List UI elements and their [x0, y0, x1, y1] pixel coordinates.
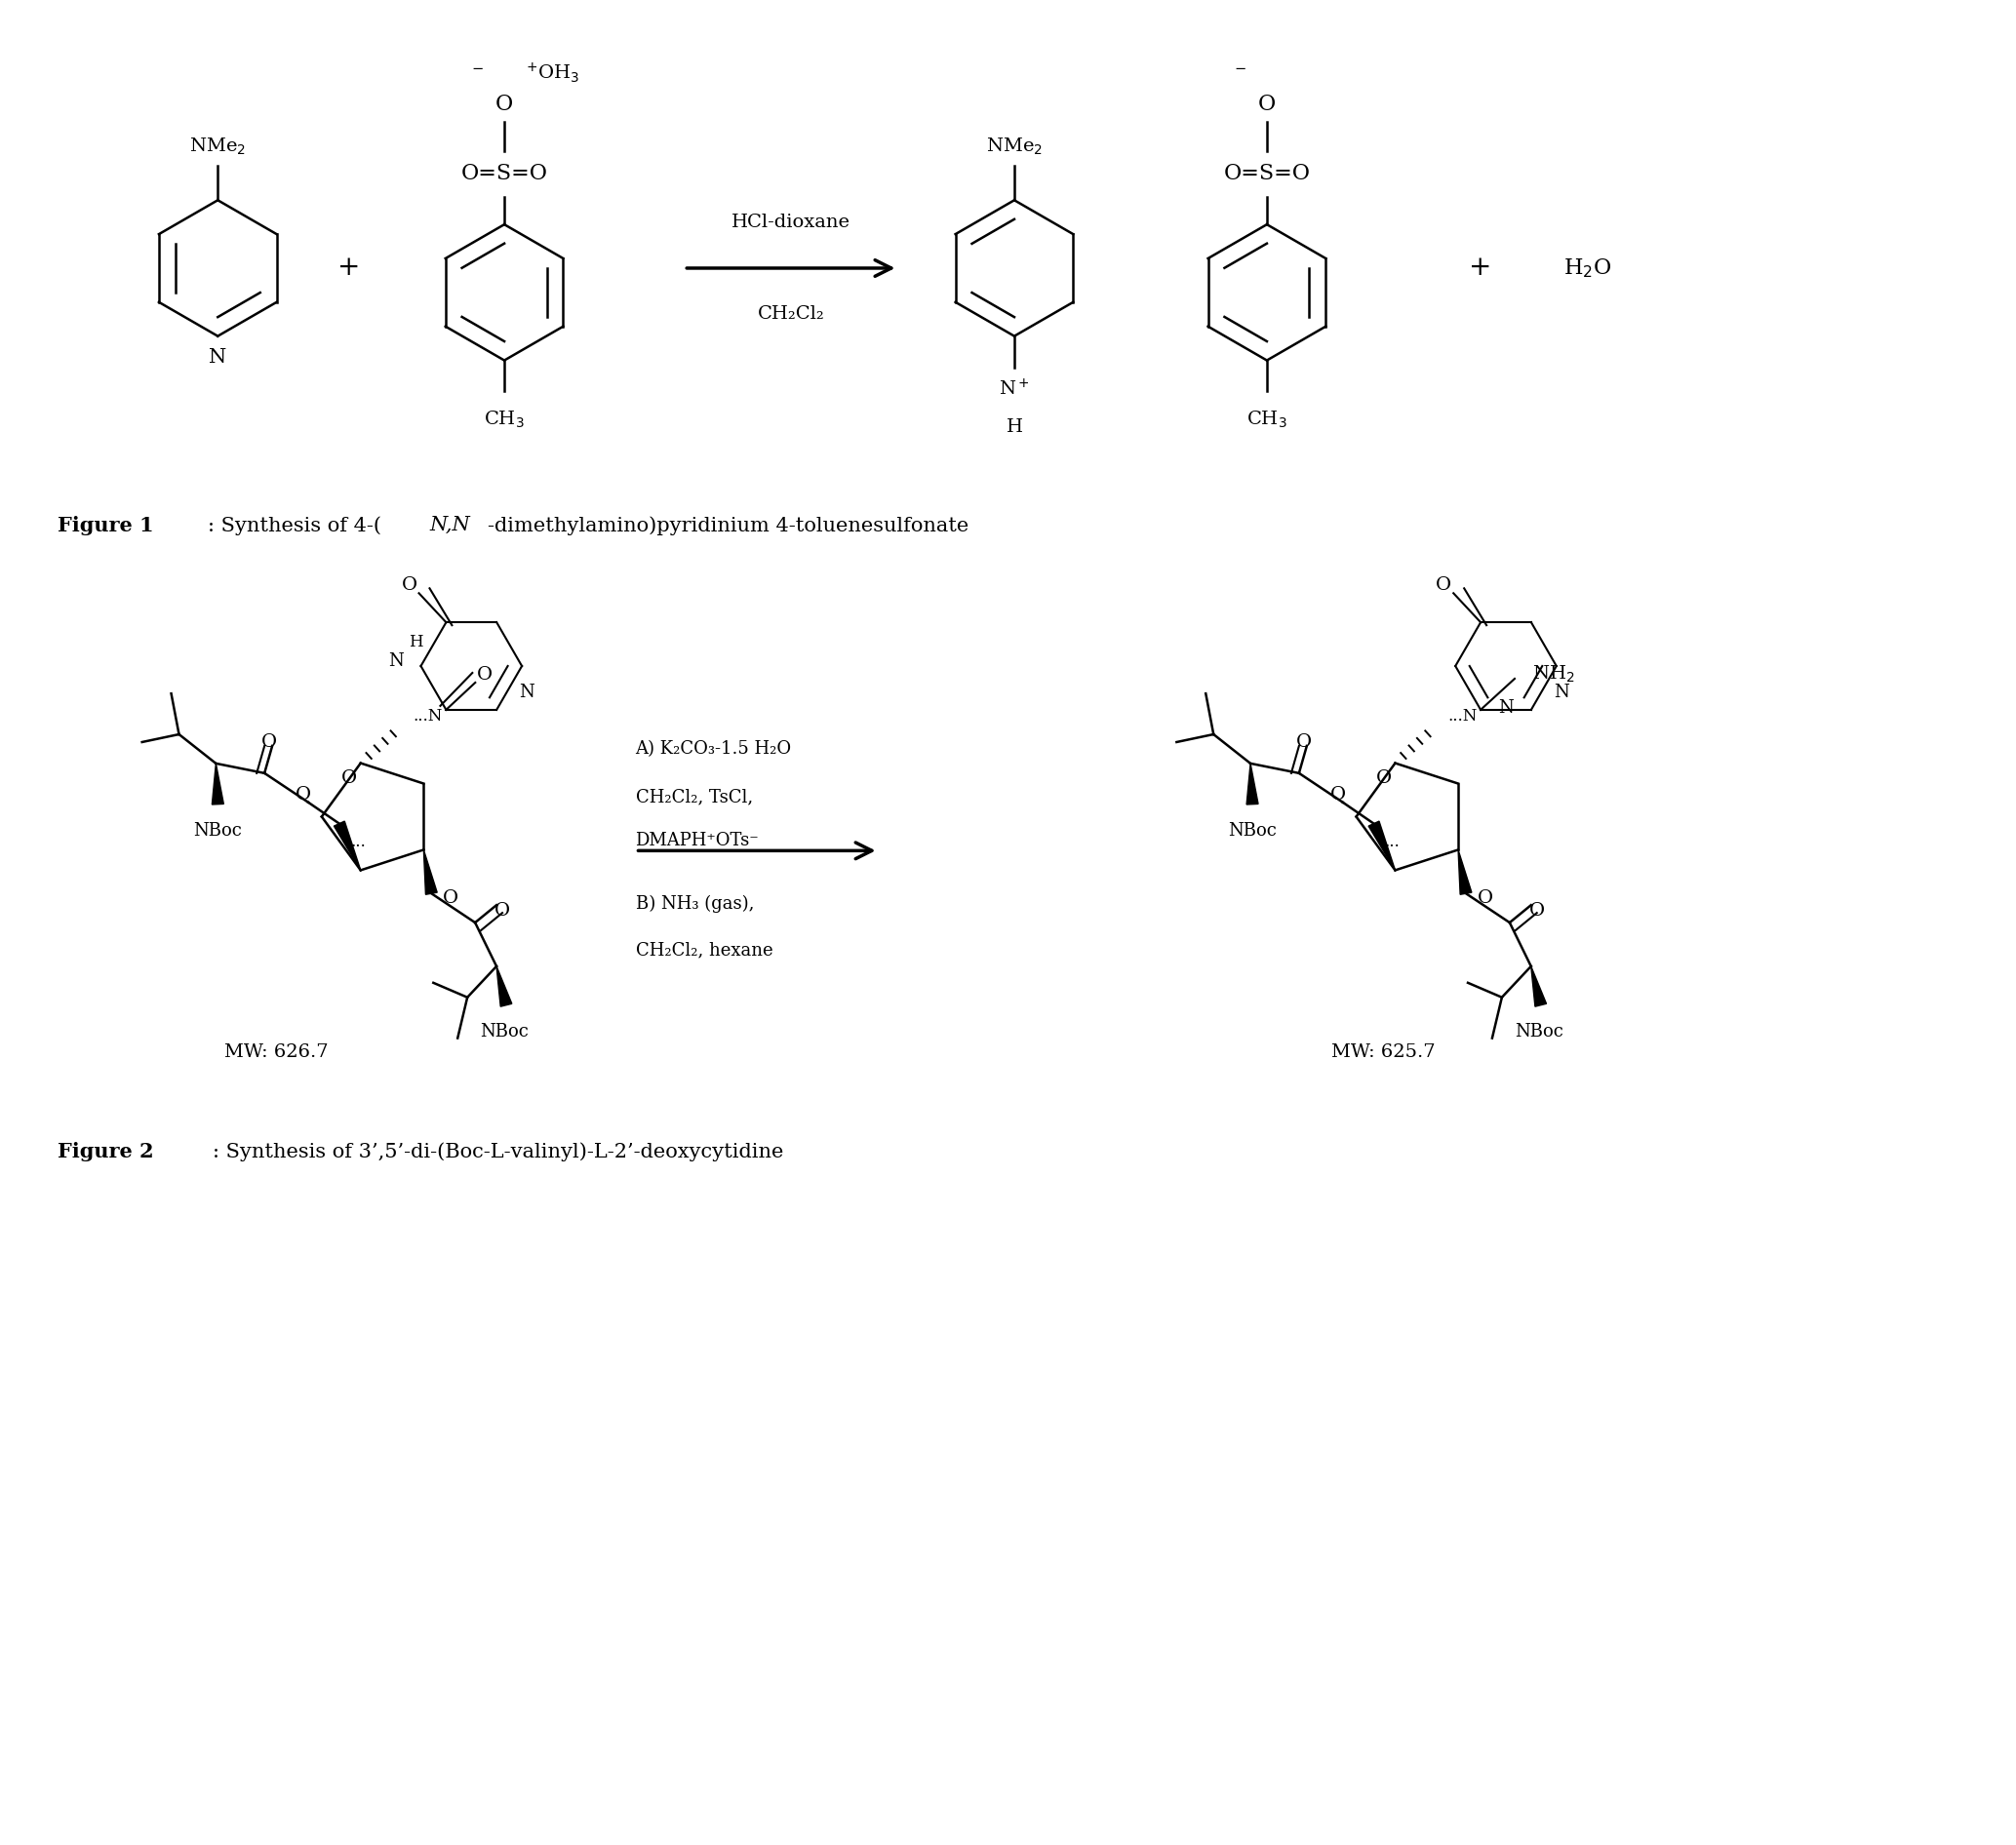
Text: ...: ...: [1385, 834, 1399, 851]
Text: NBoc: NBoc: [194, 821, 242, 839]
Text: NMe$_2$: NMe$_2$: [986, 137, 1042, 157]
Text: O: O: [296, 786, 310, 803]
Text: A) K₂CO₃-1.5 H₂O: A) K₂CO₃-1.5 H₂O: [635, 740, 792, 758]
Text: N: N: [1554, 683, 1568, 701]
Text: O: O: [478, 666, 492, 684]
Text: CH$_3$: CH$_3$: [1246, 410, 1286, 430]
Text: : Synthesis of 4-(: : Synthesis of 4-(: [208, 517, 381, 535]
Text: O=S=O: O=S=O: [1224, 162, 1310, 184]
Text: O: O: [494, 902, 510, 919]
Text: ...N: ...N: [413, 708, 444, 725]
Text: -dimethylamino)pyridinium 4-toluenesulfonate: -dimethylamino)pyridinium 4-toluenesulfo…: [488, 517, 970, 535]
Text: Figure 2: Figure 2: [58, 1142, 153, 1161]
Polygon shape: [1246, 764, 1258, 804]
Text: $^{+}$OH$_3$: $^{+}$OH$_3$: [526, 61, 579, 85]
Text: H: H: [409, 633, 423, 649]
Polygon shape: [1530, 967, 1546, 1007]
Polygon shape: [1458, 851, 1472, 895]
Text: O: O: [1258, 94, 1276, 114]
Text: O: O: [341, 769, 357, 788]
Text: O: O: [1528, 902, 1544, 919]
Text: NH$_2$: NH$_2$: [1532, 664, 1574, 684]
Text: B) NH₃ (gas),: B) NH₃ (gas),: [635, 895, 754, 913]
Text: O: O: [1375, 769, 1391, 788]
Text: H: H: [1006, 419, 1022, 435]
Text: O: O: [262, 732, 276, 751]
Text: HCl-dioxane: HCl-dioxane: [732, 214, 851, 231]
Text: CH₂Cl₂, TsCl,: CH₂Cl₂, TsCl,: [635, 788, 752, 806]
Text: N$^+$: N$^+$: [998, 378, 1030, 400]
Text: O: O: [1296, 732, 1312, 751]
Text: MW: 626.7: MW: 626.7: [224, 1044, 329, 1061]
Text: Figure 1: Figure 1: [58, 515, 153, 535]
Text: N: N: [1498, 699, 1514, 716]
Text: +: +: [337, 255, 361, 280]
Text: +: +: [1470, 255, 1492, 280]
Polygon shape: [1369, 821, 1395, 871]
Polygon shape: [212, 764, 224, 804]
Text: N: N: [387, 653, 403, 670]
Text: CH₂Cl₂, hexane: CH₂Cl₂, hexane: [635, 941, 772, 958]
Text: CH$_3$: CH$_3$: [484, 410, 524, 430]
Text: O: O: [1435, 577, 1452, 594]
Polygon shape: [423, 851, 437, 895]
Polygon shape: [335, 821, 361, 871]
Text: H$_2$O: H$_2$O: [1564, 256, 1611, 280]
Text: O=S=O: O=S=O: [462, 162, 548, 184]
Text: O: O: [444, 889, 460, 908]
Text: CH₂Cl₂: CH₂Cl₂: [758, 304, 825, 323]
Text: O: O: [1478, 889, 1494, 908]
Text: O: O: [496, 94, 514, 114]
Polygon shape: [496, 967, 512, 1007]
Text: ...N: ...N: [1447, 708, 1478, 725]
Text: $^{-}$: $^{-}$: [472, 66, 484, 85]
Text: MW: 625.7: MW: 625.7: [1331, 1044, 1435, 1061]
Text: N: N: [210, 347, 226, 367]
Text: NBoc: NBoc: [480, 1022, 528, 1041]
Text: : Synthesis of 3’,5’-di-(Boc-L-valinyl)-L-2’-deoxycytidine: : Synthesis of 3’,5’-di-(Boc-L-valinyl)-…: [214, 1142, 784, 1161]
Text: N,N: N,N: [429, 517, 470, 535]
Text: DMAPH⁺OTs⁻: DMAPH⁺OTs⁻: [635, 832, 760, 851]
Text: N: N: [518, 683, 534, 701]
Text: ...: ...: [351, 834, 365, 851]
Text: NBoc: NBoc: [1514, 1022, 1562, 1041]
Text: O: O: [1331, 786, 1347, 803]
Text: NBoc: NBoc: [1228, 821, 1276, 839]
Text: NMe$_2$: NMe$_2$: [190, 137, 246, 157]
Text: $^{-}$: $^{-}$: [1234, 66, 1246, 85]
Text: O: O: [401, 577, 417, 594]
